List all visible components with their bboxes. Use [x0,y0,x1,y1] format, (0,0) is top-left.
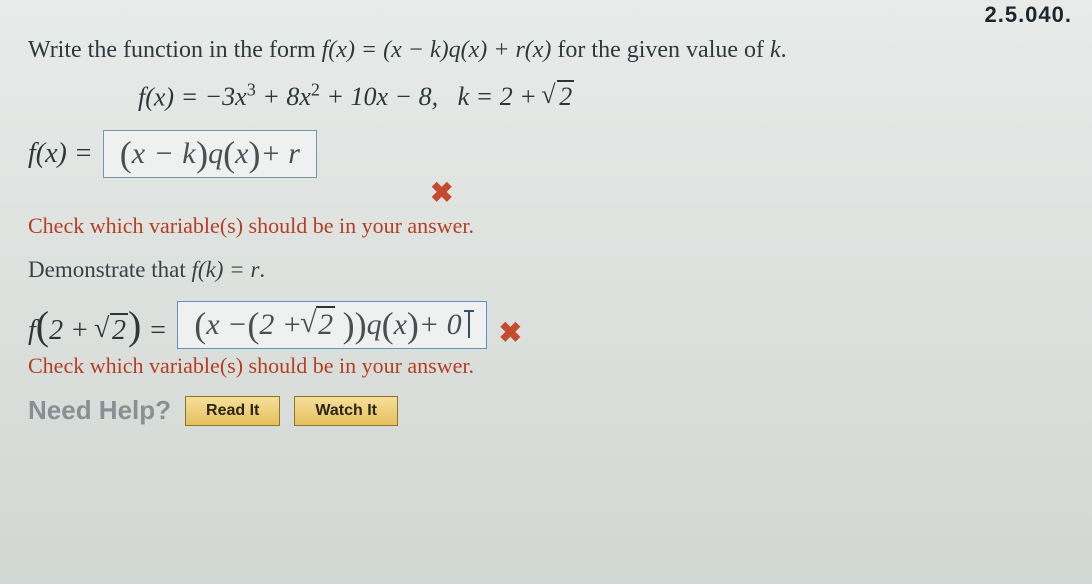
given-poly: −3x3 + 8x2 + 10x − 8, [205,82,439,111]
prompt-suffix: for the given value of [557,37,770,63]
given-lhs: f(x) = [138,82,205,111]
answer1-row: f(x) = (x − k)q(x) + r [28,130,1064,178]
problem-number: 2.5.040. [984,2,1072,28]
prompt-prefix: Write the function in the form [28,37,322,63]
given-equation: f(x) = −3x3 + 8x2 + 10x − 8, k = 2 + 2 [138,80,1064,113]
answer2-input[interactable]: (x − (2 + 2 ))q(x) + 0 [177,301,486,349]
wrong-icon: ✖ [430,177,453,208]
demonstrate-text: Demonstrate that f(k) = r. [28,257,1064,283]
prompt-formula: f(x) = (x − k)q(x) + r(x) [322,37,552,63]
given-k: k = 2 + 2 [458,82,575,111]
need-help-label: Need Help? [28,395,171,426]
answer1-lhs: f(x) = [28,138,93,170]
prompt-end: . [781,37,787,63]
answer1-feedback: Check which variable(s) should be in you… [28,213,1064,239]
text-cursor [468,308,470,342]
answer2-row: f(2 + 2) = (x − (2 + 2 ))q(x) + 0 ✖ [28,301,1064,349]
demo-formula: f(k) = r [192,257,260,282]
answer2-rad: 2 [316,306,335,341]
answer2-lhs: f(2 + 2) = [28,302,167,349]
question-prompt: Write the function in the form f(x) = (x… [28,34,1064,68]
prompt-var: k [770,37,781,63]
given-k-rad: 2 [557,80,574,111]
answer2-feedback: Check which variable(s) should be in you… [28,353,1064,379]
watch-it-button[interactable]: Watch It [294,396,398,426]
help-row: Need Help? Read It Watch It [28,395,1064,426]
answer1-input[interactable]: (x − k)q(x) + r [103,130,317,178]
wrong-icon: ✖ [499,316,522,349]
demo-suffix: . [259,257,265,282]
answer2-lhs-rad: 2 [110,313,128,346]
read-it-button[interactable]: Read It [185,396,280,426]
demo-prefix: Demonstrate that [28,257,192,282]
